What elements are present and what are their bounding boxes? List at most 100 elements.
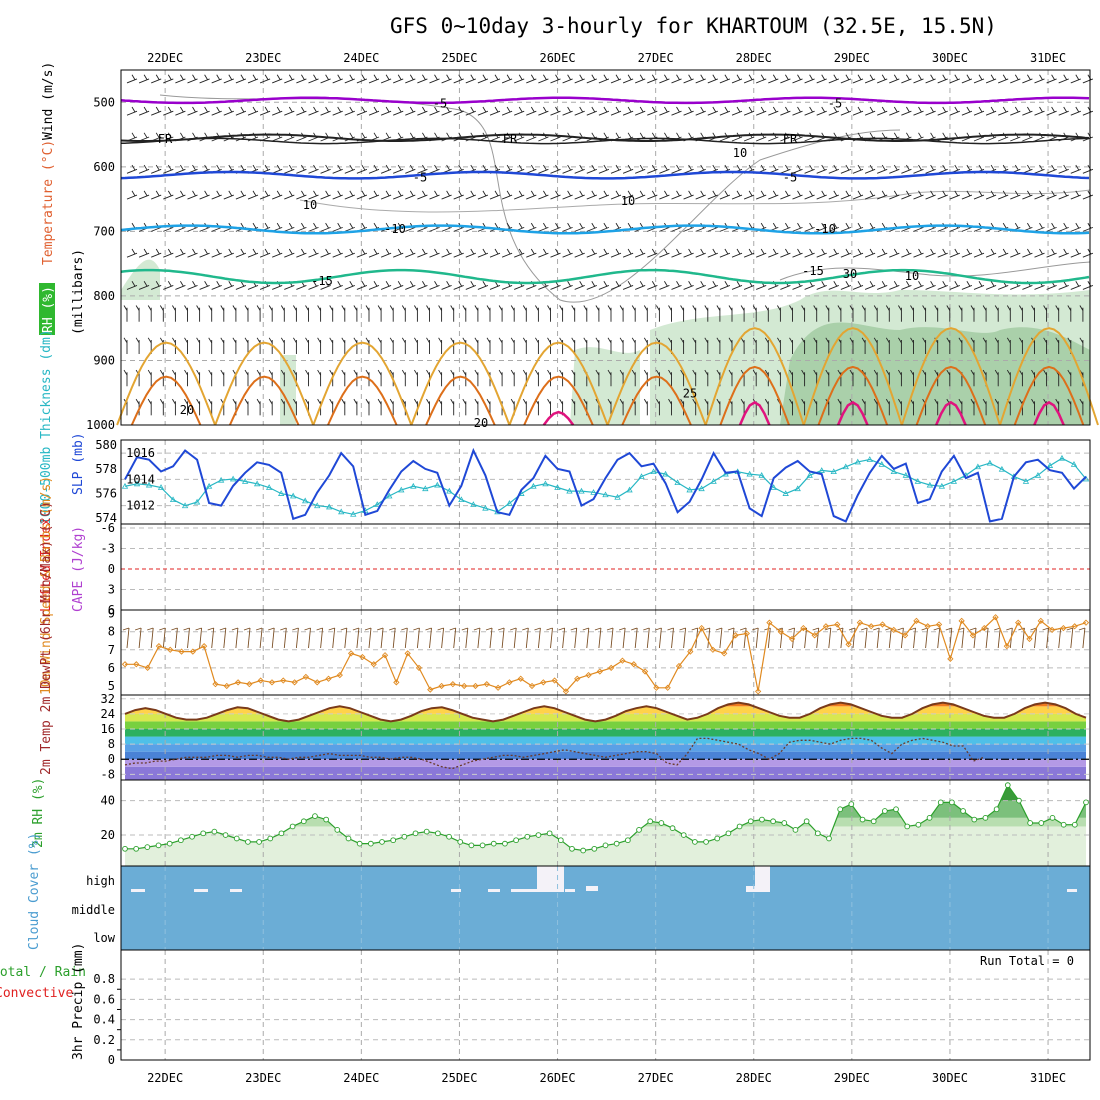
wind-barb-flag: [676, 248, 680, 255]
wind-barb: [743, 136, 755, 142]
wind-barb-flag: [603, 281, 608, 287]
wind-barb-flag: [906, 281, 910, 287]
wind-barb-flag: [700, 106, 705, 113]
rh2m-point: [468, 842, 475, 849]
thickness-point: [662, 470, 669, 477]
wind-barb-flag: [764, 305, 769, 311]
wind-barb-flag: [716, 305, 721, 311]
wind-barb-flag: [1075, 190, 1080, 197]
wind-barb-flag: [228, 281, 233, 287]
wind-barb-flag: [498, 369, 503, 376]
wind-barb: [308, 110, 319, 116]
wind10m-point: [834, 621, 841, 628]
wind-barb-flag: [1014, 190, 1019, 197]
wind-barb: [332, 285, 343, 290]
wind-barb-flag: [361, 281, 366, 287]
wind-barb: [320, 627, 324, 649]
wind-barb: [586, 168, 597, 174]
rh-contour-label: 10: [733, 146, 747, 160]
wind-barb-flag: [510, 627, 517, 631]
wind-barb-flag: [1051, 74, 1055, 80]
wind-barb-flag: [643, 337, 648, 344]
wind-barb: [441, 285, 452, 290]
wind-barb: [393, 168, 404, 174]
wind-barb-flag: [716, 337, 721, 344]
wind-barb-flag: [264, 106, 269, 113]
wind-barb-flag: [1043, 337, 1047, 344]
wind-barb-flag: [1042, 627, 1049, 631]
wind-barb: [985, 78, 997, 84]
wind-barb-flag: [825, 305, 830, 311]
wind-barb-flag: [422, 248, 426, 255]
wind-barb: [489, 110, 501, 116]
wind10m-point: [890, 626, 897, 634]
thickness-point: [398, 486, 405, 493]
wind-barb-flag: [352, 627, 360, 631]
rh2m-point: [993, 806, 1000, 813]
wind-barb: [683, 627, 687, 649]
wind-barb-flag: [361, 248, 366, 255]
wind-barb-flag: [1051, 190, 1055, 197]
wind-barb: [429, 252, 440, 258]
wind-barb-flag: [337, 132, 342, 139]
thickness-point: [121, 482, 129, 489]
wind-barb-flag: [195, 627, 202, 631]
rh2m-point: [636, 827, 642, 833]
thickness-point: [578, 487, 585, 494]
wind-barb-flag: [143, 106, 148, 113]
temp-color-band: [125, 751, 1086, 760]
wind10m-point: [630, 661, 637, 668]
wind-barb-flag: [414, 398, 418, 405]
wind-barb-flag: [994, 337, 999, 344]
thickness-point: [1034, 471, 1042, 478]
bottom-date-axis: 22DEC 23DEC 24DEC 25DEC 26DEC 27DEC 28DEC 29DEC…: [147, 1071, 1066, 1085]
wind-barb-flag: [301, 190, 305, 197]
wind-barb: [163, 285, 174, 290]
wind-barb: [163, 226, 174, 232]
wind-barb-flag: [389, 398, 394, 405]
wind-barb: [671, 285, 682, 290]
wind-barb: [138, 168, 150, 174]
wind-barb-flag: [473, 627, 481, 631]
wind-barb: [816, 627, 820, 649]
wind-barb-flag: [167, 106, 172, 113]
wind-barb-flag: [898, 369, 902, 376]
wind-barb: [804, 168, 815, 174]
wind-barb-flag: [192, 248, 196, 255]
wind-barb: [1046, 226, 1057, 232]
wind-barb-flag: [857, 190, 862, 197]
wind-barb: [574, 78, 585, 84]
wind-barb-flag: [824, 627, 831, 631]
wind-barb: [961, 252, 973, 258]
wind-barb: [767, 627, 771, 649]
wind-barb-flag: [180, 190, 184, 197]
wind-barb-flag: [930, 281, 934, 287]
wind-barb: [151, 110, 162, 116]
wind-barb-flag: [893, 106, 898, 113]
isotherm-25-line: [130, 375, 202, 426]
wind-barb-flag: [280, 627, 287, 631]
wind-barb-flag: [365, 369, 370, 376]
wind-barb: [163, 194, 174, 200]
wind-barb: [598, 627, 602, 649]
wind-barb-flag: [232, 305, 237, 311]
top-date-tick-label: 23DEC: [245, 51, 281, 65]
temp-color-band: [125, 759, 1086, 767]
wind-barb-flag: [1002, 106, 1007, 113]
wind-barb-flag: [244, 337, 249, 344]
wind10m-point: [427, 686, 434, 693]
wind-barb-flag: [954, 248, 959, 255]
wind-barb: [816, 252, 827, 258]
wind-barb-flag: [123, 369, 128, 376]
wind-barb: [247, 194, 259, 200]
wind10m-point: [280, 677, 287, 684]
wind-barb: [441, 252, 452, 258]
wind-barb-flag: [155, 248, 160, 255]
wind-barb-flag: [994, 305, 999, 311]
wind-barb-flag: [918, 132, 922, 139]
wind-barb: [259, 285, 271, 290]
wind-barb: [1022, 285, 1033, 290]
wind-barb: [489, 252, 501, 258]
wind-barb-flag: [724, 248, 729, 255]
